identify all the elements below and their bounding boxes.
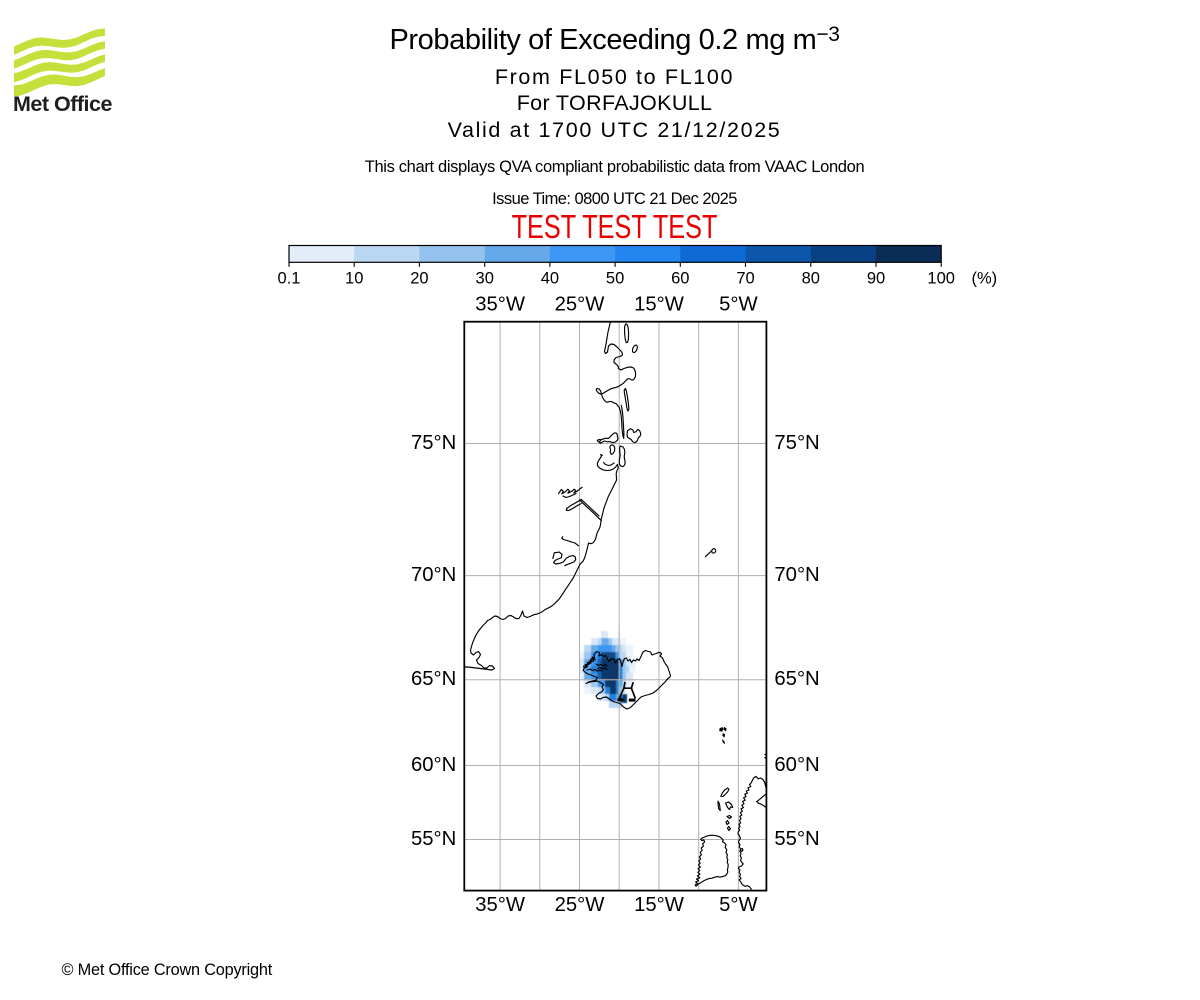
svg-text:60°N: 60°N <box>411 754 456 776</box>
svg-text:20: 20 <box>410 270 428 288</box>
svg-text:0.1: 0.1 <box>278 270 301 288</box>
svg-text:55°N: 55°N <box>411 828 456 850</box>
svg-text:15°W: 15°W <box>634 894 685 916</box>
svg-text:30: 30 <box>476 270 494 288</box>
svg-text:75°N: 75°N <box>411 432 456 454</box>
svg-text:90: 90 <box>867 270 885 288</box>
svg-text:80: 80 <box>802 270 820 288</box>
svg-text:(%): (%) <box>972 270 998 288</box>
svg-text:35°W: 35°W <box>475 294 526 316</box>
svg-text:75°N: 75°N <box>774 432 819 454</box>
svg-text:50: 50 <box>606 270 624 288</box>
svg-text:10: 10 <box>345 270 363 288</box>
svg-text:70°N: 70°N <box>411 564 456 586</box>
svg-text:35°W: 35°W <box>475 894 526 916</box>
svg-text:60°N: 60°N <box>774 754 819 776</box>
svg-text:70°N: 70°N <box>774 564 819 586</box>
svg-text:100: 100 <box>927 270 955 288</box>
svg-text:25°W: 25°W <box>555 894 606 916</box>
svg-text:60: 60 <box>671 270 689 288</box>
svg-text:55°N: 55°N <box>774 828 819 850</box>
svg-text:40: 40 <box>541 270 559 288</box>
svg-text:65°N: 65°N <box>774 668 819 690</box>
svg-text:5°W: 5°W <box>719 894 758 916</box>
svg-text:5°W: 5°W <box>719 294 758 316</box>
svg-text:25°W: 25°W <box>555 294 606 316</box>
svg-text:70: 70 <box>736 270 754 288</box>
svg-text:Met Office: Met Office <box>13 92 112 116</box>
svg-text:15°W: 15°W <box>634 294 685 316</box>
svg-text:65°N: 65°N <box>411 668 456 690</box>
